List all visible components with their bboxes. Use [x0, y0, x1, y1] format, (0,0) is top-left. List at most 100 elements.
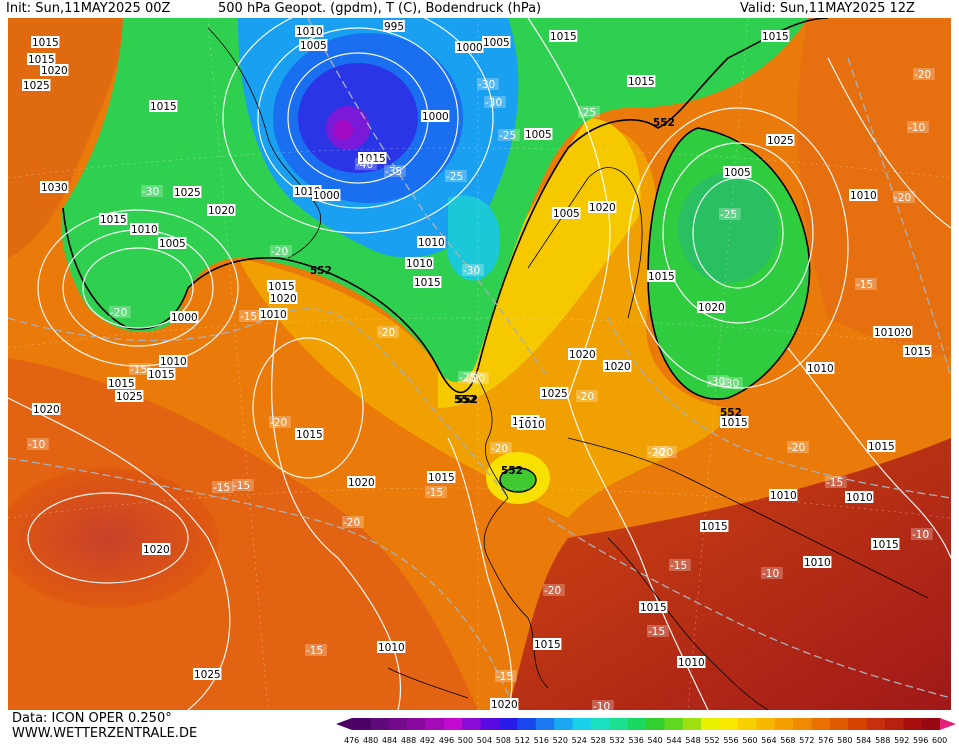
temperature-label: -10	[27, 438, 49, 451]
svg-text:-10: -10	[912, 529, 929, 541]
chart-footer: Data: ICON OPER 0.250° WWW.WETTERZENTRAL…	[0, 710, 959, 745]
temperature-label: -15	[647, 625, 669, 638]
svg-text:1015: 1015	[108, 378, 135, 390]
warm-zone-northwest	[8, 18, 128, 258]
pressure-label: 1015	[647, 270, 676, 283]
pressure-label: 1010	[769, 489, 798, 502]
warm-zone-northeast	[797, 18, 951, 358]
pressure-label: 1010	[677, 656, 706, 669]
temperature-label: -30	[484, 96, 506, 109]
svg-text:1015: 1015	[648, 271, 675, 283]
svg-text:1015: 1015	[872, 539, 899, 551]
data-source: Data: ICON OPER 0.250°	[12, 711, 172, 726]
temperature-label: -30	[477, 78, 499, 91]
svg-text:-20: -20	[577, 391, 594, 403]
scale-swatch	[609, 718, 629, 730]
temperature-label: -20	[543, 584, 565, 597]
svg-text:-30: -30	[463, 265, 480, 277]
valid-time: Valid: Sun,11MAY2025 12Z	[740, 1, 915, 16]
temperature-label: -20	[490, 442, 512, 455]
svg-text:1015: 1015	[414, 277, 441, 289]
svg-text:-40: -40	[356, 159, 373, 171]
temperature-label: -30	[721, 377, 743, 390]
svg-text:-20: -20	[648, 447, 665, 459]
pressure-label: 1025	[173, 186, 202, 199]
pressure-label: 1025	[766, 134, 795, 147]
scale-swatch	[407, 718, 426, 730]
svg-text:1000: 1000	[171, 312, 198, 324]
pressure-label: 1015	[761, 30, 790, 43]
svg-text:1000: 1000	[313, 190, 340, 202]
svg-text:1010: 1010	[678, 657, 705, 669]
scale-swatch	[664, 718, 684, 730]
svg-text:1005: 1005	[159, 238, 186, 250]
svg-text:1000: 1000	[456, 42, 483, 54]
svg-text:552: 552	[456, 394, 478, 406]
scale-swatch	[388, 718, 408, 730]
pressure-label: 1005	[158, 237, 187, 250]
geopot-label: 552	[720, 407, 742, 419]
color-scale-bar	[336, 718, 956, 730]
svg-text:-25: -25	[579, 107, 596, 119]
pressure-label: 1010	[417, 236, 446, 249]
svg-text:-25: -25	[446, 171, 463, 183]
svg-text:1020: 1020	[589, 202, 616, 214]
pressure-label: 1010	[405, 257, 434, 270]
pressure-label: 1015	[871, 538, 900, 551]
scale-arrow-high	[940, 718, 956, 730]
pressure-label: 1025	[540, 387, 569, 400]
temperature-label: -25	[498, 129, 520, 142]
pressure-label: 1020	[588, 201, 617, 214]
pressure-label: 1015	[427, 471, 456, 484]
scale-swatch	[811, 718, 831, 730]
pressure-label: 1015	[867, 440, 896, 453]
svg-text:1020: 1020	[569, 349, 596, 361]
svg-text:-25: -25	[499, 130, 516, 142]
svg-text:552: 552	[501, 465, 523, 477]
svg-text:-15: -15	[496, 671, 513, 683]
temperature-label: -15	[212, 481, 234, 494]
svg-text:-30: -30	[722, 378, 739, 390]
svg-text:1010: 1010	[160, 356, 187, 368]
pressure-label: 1020	[40, 64, 69, 77]
temperature-label: -10	[761, 567, 783, 580]
temperature-label: -20	[655, 446, 677, 459]
scale-swatch	[682, 718, 702, 730]
pressure-label: 1000	[455, 41, 484, 54]
svg-text:-20: -20	[271, 246, 288, 258]
scale-swatch	[793, 718, 812, 730]
svg-text:-30: -30	[708, 376, 725, 388]
scale-swatch	[701, 718, 720, 730]
pressure-label: 1000	[312, 189, 341, 202]
pressure-label: 1020	[697, 301, 726, 314]
svg-text:-20: -20	[894, 192, 911, 204]
chart-header: Init: Sun,11MAY2025 00Z 500 hPa Geopot. …	[0, 0, 959, 18]
pressure-label: 1015	[413, 276, 442, 289]
scale-swatch	[756, 718, 776, 730]
svg-text:552: 552	[720, 407, 742, 419]
svg-text:1015: 1015	[904, 346, 931, 358]
svg-text:1010: 1010	[418, 237, 445, 249]
temperature-label: -15	[425, 486, 447, 499]
geopot-label: 552	[501, 465, 523, 477]
svg-text:1005: 1005	[724, 167, 751, 179]
svg-text:552: 552	[454, 394, 476, 406]
pressure-label: 1015	[700, 520, 729, 533]
scale-swatch	[425, 718, 445, 730]
svg-text:1000: 1000	[422, 111, 449, 123]
geopot-label: 552	[456, 394, 478, 406]
svg-text:-30: -30	[485, 97, 502, 109]
scale-swatch	[572, 718, 592, 730]
geopotential-color-scale: 476 480 484 488 492 496 500 504 508 512 516 520 524 5…	[336, 714, 956, 745]
svg-text:1015: 1015	[428, 472, 455, 484]
svg-text:-20: -20	[914, 69, 931, 81]
scale-swatch	[848, 718, 867, 730]
temperature-label: -25	[445, 170, 467, 183]
svg-text:1020: 1020	[33, 404, 60, 416]
temperature-label: -15	[669, 559, 691, 572]
contour-552-west	[62, 18, 829, 394]
temperature-label: -20	[787, 441, 809, 454]
pressure-label: 1015	[549, 30, 578, 43]
pressure-label: 1000	[170, 311, 199, 324]
